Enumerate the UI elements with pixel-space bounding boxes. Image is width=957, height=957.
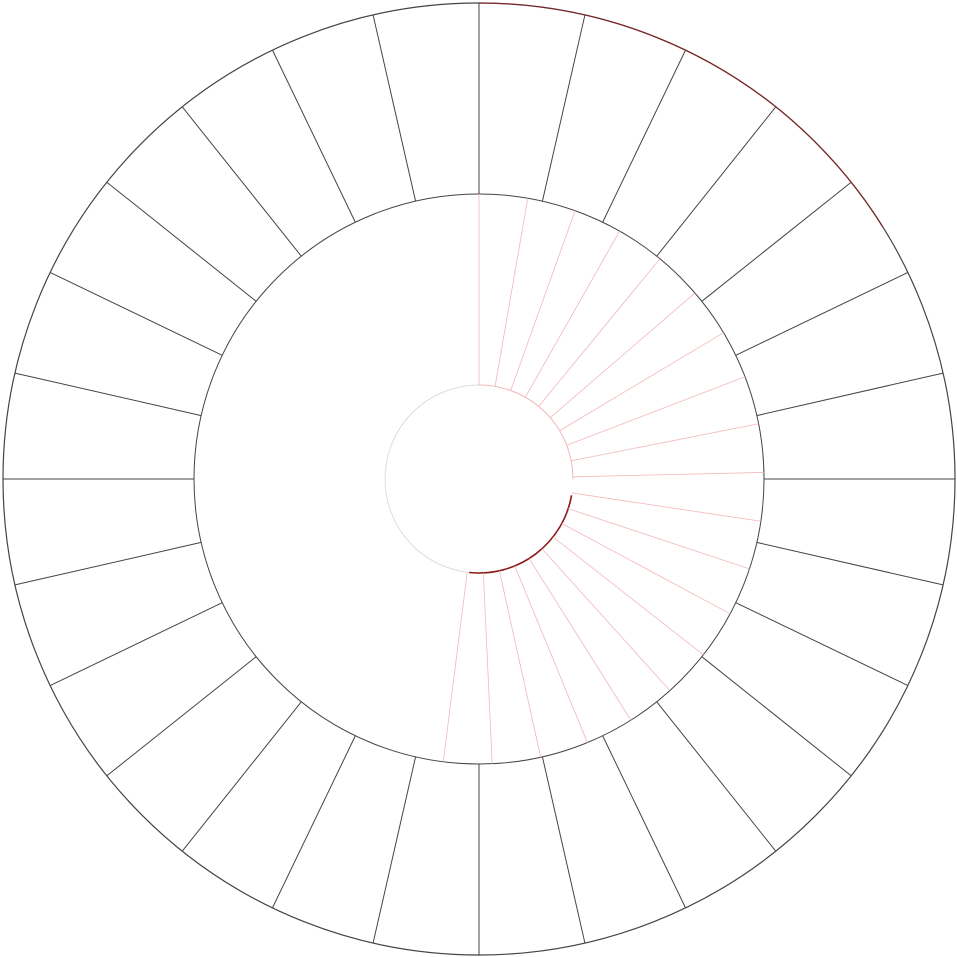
segment-divider	[602, 735, 686, 909]
inner-spoke	[498, 570, 542, 758]
hub-outline	[384, 384, 480, 574]
inner-spoke	[525, 230, 620, 398]
segment-divider	[272, 735, 356, 909]
inner-spoke	[571, 492, 761, 522]
segment-divider	[14, 541, 202, 586]
segment-divider	[541, 14, 586, 202]
inner-spoke-layer	[384, 194, 764, 764]
segment-divider	[541, 756, 586, 944]
segment-divider	[106, 656, 257, 777]
segment-divider	[14, 372, 202, 417]
inner-spoke	[559, 332, 724, 432]
hub-arc-faint	[478, 384, 574, 480]
segment-divider	[181, 701, 302, 852]
inner-spoke	[541, 548, 671, 691]
inner-spoke	[442, 572, 468, 762]
segment-divider	[49, 272, 223, 356]
segment-divider	[735, 602, 909, 686]
inner-spoke	[514, 565, 588, 743]
segment-divider	[372, 756, 417, 944]
inner-spoke	[510, 210, 576, 391]
outer-ring-highlight-arc	[478, 2, 884, 228]
segment-divider	[49, 602, 223, 686]
segment-divider	[181, 106, 302, 257]
inner-spoke	[561, 523, 731, 615]
segment-divider	[106, 181, 257, 302]
inner-spoke	[528, 558, 632, 721]
hub-arc-highlight	[469, 495, 573, 574]
segment-divider	[602, 49, 686, 223]
segment-divider	[701, 181, 852, 302]
segment-divider	[701, 656, 852, 777]
inner-spoke	[482, 572, 493, 764]
inner-spoke	[572, 472, 764, 478]
inner-spoke	[552, 536, 704, 656]
inner-spoke	[538, 258, 661, 407]
inner-spoke	[549, 292, 696, 418]
segment-divider	[372, 14, 417, 202]
inner-spoke	[571, 423, 759, 462]
inner-spoke	[568, 508, 750, 570]
segment-divider	[272, 49, 356, 223]
segment-divider	[735, 272, 909, 356]
segment-divider	[756, 541, 944, 586]
segment-divider	[656, 106, 777, 257]
segment-divider	[756, 372, 944, 417]
segment-divider	[656, 701, 777, 852]
inner-spoke	[494, 198, 529, 387]
inner-spoke	[566, 376, 746, 446]
